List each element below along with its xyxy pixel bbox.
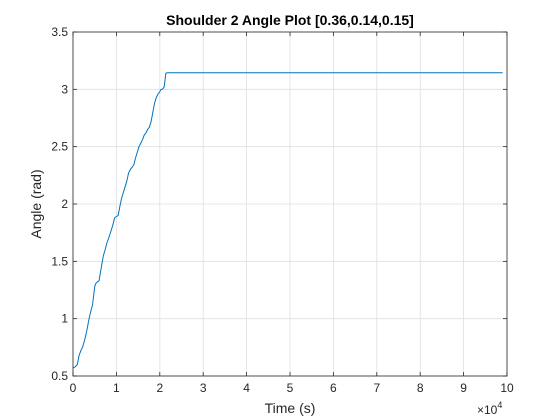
x-tick-label: 3 (200, 381, 207, 395)
x-tick-label: 1 (113, 381, 120, 395)
y-tick-label: 0.5 (51, 369, 68, 383)
x-tick-label: 7 (373, 381, 380, 395)
x-tick-label: 9 (460, 381, 467, 395)
x-tick-label: 0 (70, 381, 77, 395)
y-tick-label: 2.5 (51, 140, 68, 154)
x-tick-label: 10 (500, 381, 514, 395)
y-tick-label: 2 (61, 197, 68, 211)
y-tick-label: 1 (61, 312, 68, 326)
x-tick-label: 4 (243, 381, 250, 395)
x-multiplier-exponent: 4 (497, 400, 502, 410)
x-multiplier-base: ×10 (477, 403, 498, 417)
x-tick-label: 6 (330, 381, 337, 395)
y-tick-label: 3 (61, 82, 68, 96)
x-tick-label: 5 (287, 381, 294, 395)
chart-title: Shoulder 2 Angle Plot [0.36,0.14,0.15] (166, 12, 414, 28)
x-tick-label: 8 (417, 381, 424, 395)
x-axis-label: Time (s) (265, 400, 316, 416)
y-axis-label: Angle (rad) (28, 169, 44, 238)
x-tick-label: 2 (156, 381, 163, 395)
y-tick-label: 1.5 (51, 254, 68, 268)
y-tick-label: 3.5 (51, 25, 68, 39)
